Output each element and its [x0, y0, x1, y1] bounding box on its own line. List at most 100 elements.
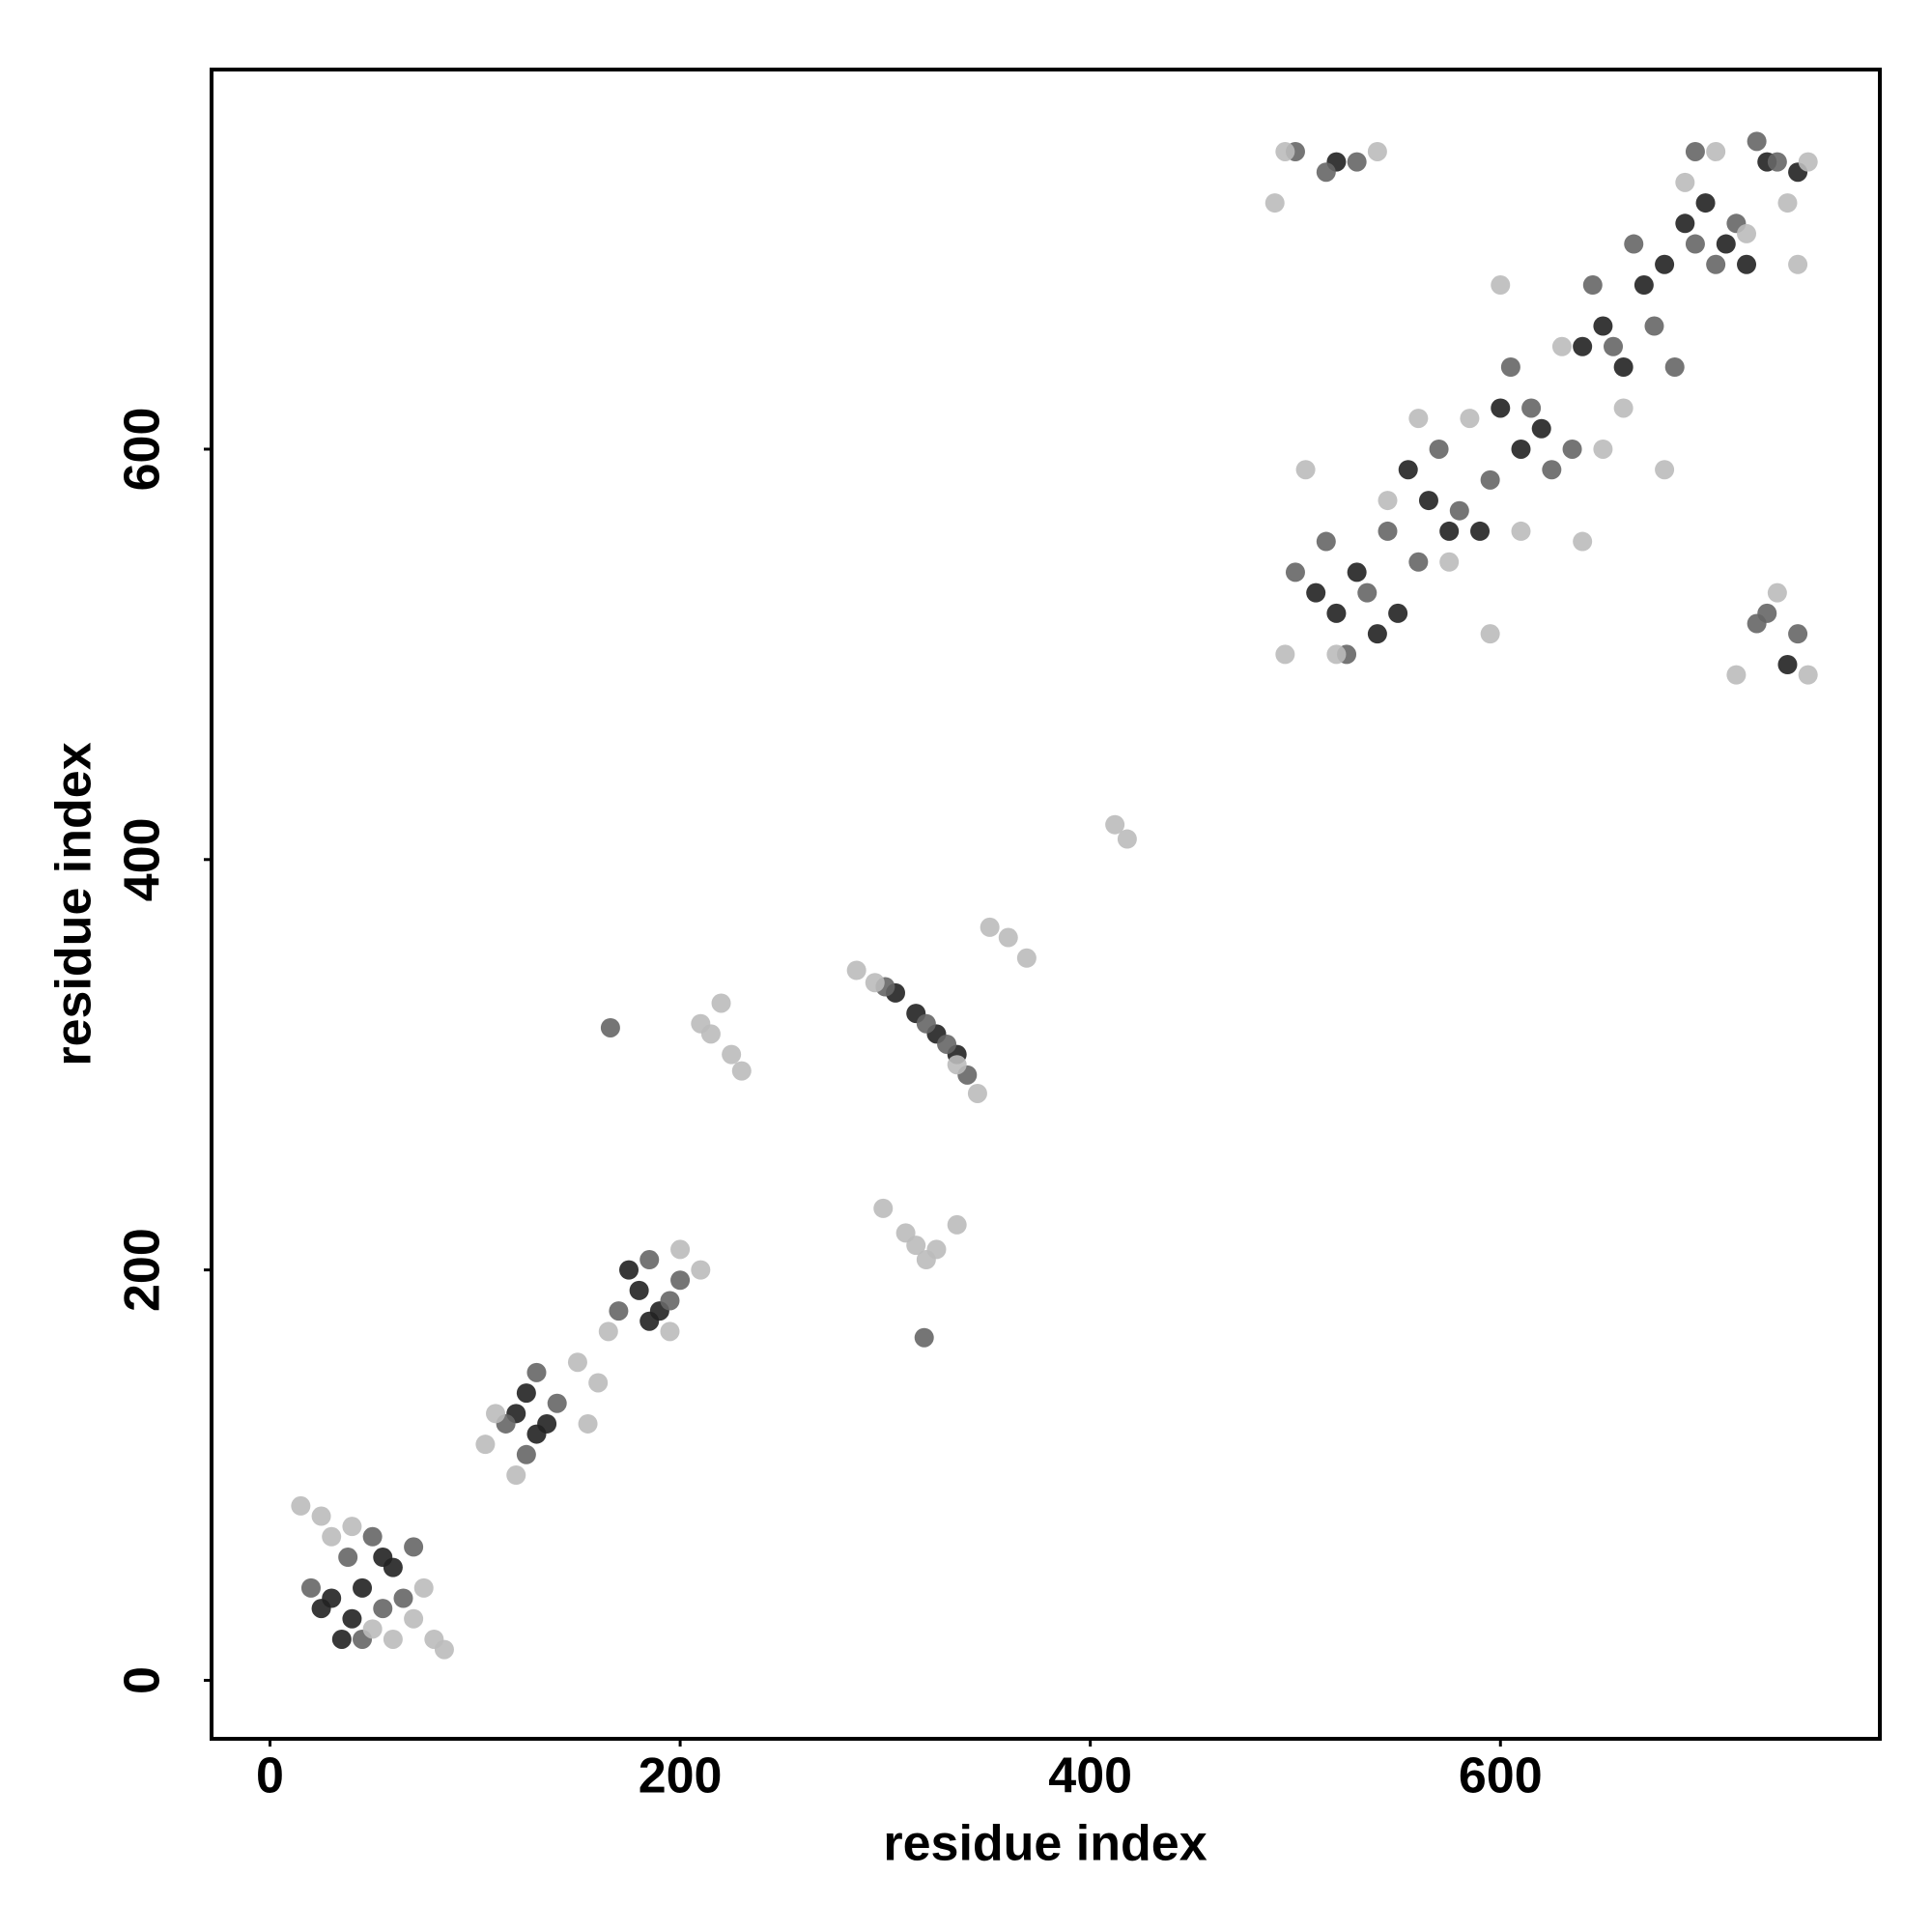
point	[338, 1548, 358, 1568]
x-tick-label: 0	[256, 1748, 284, 1804]
point	[331, 1629, 352, 1649]
point	[1347, 562, 1367, 582]
point	[700, 1024, 721, 1044]
point	[1016, 948, 1037, 968]
point	[1491, 398, 1511, 418]
point	[588, 1373, 609, 1393]
point	[1767, 152, 1787, 172]
point	[1378, 521, 1398, 541]
point	[486, 1404, 506, 1424]
point	[1531, 418, 1551, 439]
point	[937, 1034, 957, 1054]
point	[1675, 172, 1695, 192]
point	[291, 1495, 311, 1516]
point	[1117, 829, 1137, 849]
plot-frame	[210, 68, 1882, 1741]
point	[342, 1517, 362, 1537]
point	[670, 1239, 691, 1260]
y-tick-label: 200	[115, 1228, 171, 1312]
point	[598, 1321, 618, 1342]
point	[1398, 460, 1418, 480]
point	[1788, 624, 1808, 644]
point	[1460, 409, 1480, 429]
point	[1521, 398, 1542, 418]
point	[926, 1239, 947, 1260]
point	[1285, 562, 1305, 582]
point	[1655, 460, 1675, 480]
point	[1295, 460, 1316, 480]
point	[1695, 193, 1716, 213]
point	[1624, 234, 1644, 254]
point	[1449, 500, 1469, 521]
point	[1388, 603, 1408, 623]
point	[434, 1639, 454, 1660]
point	[393, 1588, 413, 1608]
y-tick-label: 0	[115, 1666, 171, 1694]
point	[362, 1619, 383, 1639]
point	[404, 1537, 424, 1557]
point	[1551, 336, 1572, 356]
point	[1367, 141, 1387, 161]
point	[1573, 336, 1593, 356]
point	[516, 1383, 536, 1404]
point	[711, 993, 731, 1013]
point	[578, 1413, 598, 1434]
point	[1582, 275, 1603, 296]
point	[998, 927, 1018, 948]
point	[362, 1526, 383, 1547]
point	[619, 1260, 639, 1280]
point	[1767, 582, 1787, 603]
point	[731, 1061, 752, 1081]
point	[967, 1083, 987, 1103]
point	[1685, 234, 1705, 254]
point	[1275, 644, 1295, 665]
point	[404, 1608, 424, 1629]
point	[639, 1250, 660, 1270]
point	[1480, 469, 1500, 490]
point	[629, 1280, 649, 1300]
point	[1275, 141, 1295, 161]
point	[526, 1362, 547, 1382]
point	[1429, 439, 1449, 459]
point	[353, 1577, 373, 1598]
point	[865, 973, 885, 993]
point	[1706, 141, 1726, 161]
point	[1685, 141, 1705, 161]
point	[1573, 531, 1593, 552]
point	[383, 1629, 403, 1649]
point	[1326, 644, 1347, 665]
point	[547, 1393, 567, 1413]
point	[1367, 624, 1387, 644]
point	[342, 1608, 362, 1629]
point	[906, 1236, 926, 1256]
point	[1644, 316, 1664, 336]
point	[916, 1013, 936, 1034]
point	[1306, 582, 1326, 603]
point	[1511, 439, 1531, 459]
point	[980, 917, 1000, 937]
point	[567, 1352, 587, 1373]
point	[722, 1044, 742, 1065]
point	[1500, 357, 1520, 378]
point	[1737, 254, 1757, 274]
point	[1480, 624, 1500, 644]
point	[1604, 336, 1624, 356]
point	[873, 1198, 894, 1218]
point	[947, 1214, 967, 1235]
point	[322, 1526, 342, 1547]
point	[1788, 254, 1808, 274]
point	[1613, 357, 1634, 378]
y-axis-label: residue index	[46, 742, 102, 1065]
point	[311, 1599, 331, 1619]
point	[1418, 491, 1438, 511]
point	[537, 1413, 557, 1434]
point	[1716, 234, 1736, 254]
point	[660, 1321, 680, 1342]
point	[1798, 665, 1818, 685]
x-tick-label: 200	[639, 1748, 723, 1804]
point	[1706, 254, 1726, 274]
point	[670, 1270, 691, 1291]
point	[1655, 254, 1675, 274]
point	[1675, 213, 1695, 234]
point	[1634, 275, 1654, 296]
